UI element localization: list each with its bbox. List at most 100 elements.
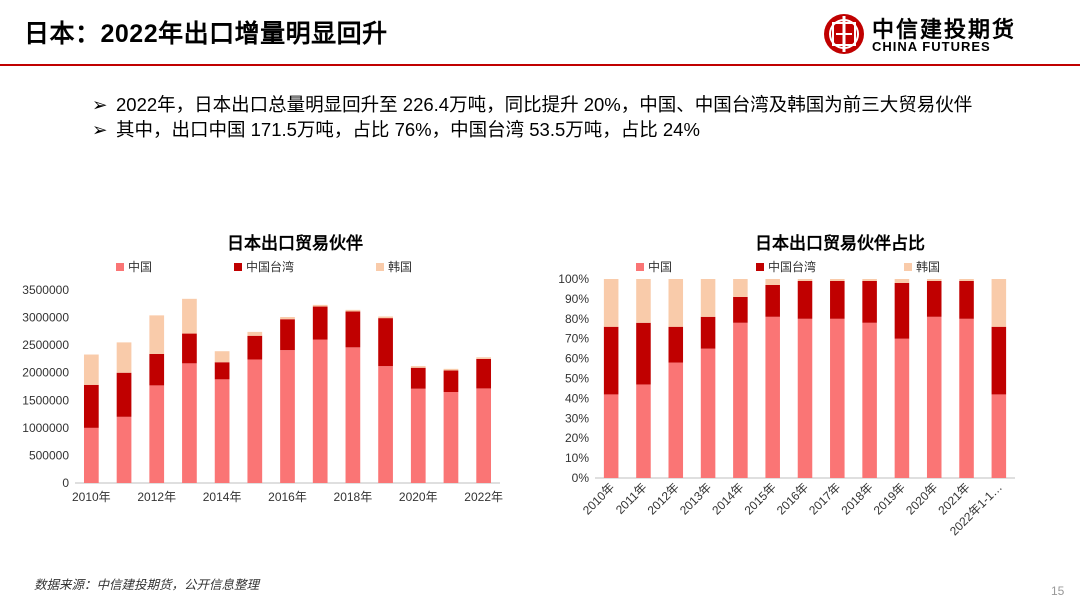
- y-tick-label: 70%: [565, 332, 589, 346]
- bar-segment: [765, 284, 780, 317]
- arrow-bullet-icon: ➢: [92, 119, 108, 140]
- y-tick-label: 3500000: [22, 283, 69, 297]
- bar-segment: [894, 279, 910, 283]
- logo-english-name: CHINA FUTURES: [872, 39, 991, 54]
- y-tick-label: 1500000: [22, 393, 69, 407]
- bar-segment: [603, 279, 619, 327]
- legend-swatch: [756, 263, 764, 271]
- bar-segment: [991, 394, 1007, 478]
- bar-segment: [636, 322, 651, 385]
- bar-segment: [247, 335, 263, 360]
- bar-segment: [603, 394, 619, 478]
- chart-title: 日本出口贸易伙伴占比: [755, 233, 925, 253]
- x-tick-label: 2020年: [399, 490, 438, 504]
- bar-segment: [345, 311, 361, 348]
- bullet-item: ➢ 其中，出口中国 171.5万吨，占比 76%，中国台湾 53.5万吨，占比 …: [92, 117, 992, 142]
- bar-segment: [700, 316, 716, 349]
- bar-segment: [280, 350, 295, 483]
- x-tick-label: 2010年: [580, 480, 617, 517]
- bar-segment: [797, 279, 813, 281]
- legend-swatch: [234, 263, 242, 271]
- bar-segment: [668, 279, 684, 327]
- bar-segment: [926, 316, 942, 478]
- legend-label: 中国: [648, 259, 672, 274]
- bullet-text: 其中，出口中国 171.5万吨，占比 76%，中国台湾 53.5万吨，占比 24…: [116, 119, 700, 140]
- y-tick-label: 500000: [29, 448, 69, 462]
- bar-segment: [410, 388, 426, 483]
- bar-segment: [214, 351, 230, 363]
- bullet-text: 2022年，日本出口总量明显回升至 226.4万吨，同比提升 20%，中国、中国…: [116, 94, 973, 115]
- y-tick-label: 2000000: [22, 366, 69, 380]
- bar-segment: [378, 318, 393, 367]
- bar-segment: [378, 366, 393, 483]
- x-tick-label: 2017年: [806, 480, 843, 517]
- bar-segment: [959, 318, 974, 478]
- bar-segment: [733, 296, 748, 323]
- bar-segment: [733, 279, 748, 297]
- legend-label: 中国: [128, 259, 152, 274]
- y-tick-label: 10%: [565, 451, 589, 465]
- x-tick-label: 2022年: [464, 490, 503, 504]
- x-tick-label: 2015年: [742, 480, 779, 517]
- bullet-item: ➢ 2022年，日本出口总量明显回升至 226.4万吨，同比提升 20%，中国、…: [92, 92, 992, 117]
- logo-chinese-name: 中信建投期货: [872, 17, 1017, 42]
- bar-segment: [345, 347, 361, 483]
- x-tick-label: 2011年: [613, 480, 650, 517]
- bar-segment: [894, 338, 910, 478]
- y-tick-label: 40%: [565, 391, 589, 405]
- bar-segment: [700, 348, 716, 478]
- x-tick-label: 2018年: [334, 490, 373, 504]
- legend-label: 中国台湾: [246, 259, 294, 274]
- bar-segment: [668, 326, 684, 363]
- bar-segment: [214, 379, 230, 483]
- legend-label: 中国台湾: [768, 259, 816, 274]
- bar-segment: [280, 319, 295, 351]
- bar-segment: [797, 318, 813, 478]
- y-tick-label: 2500000: [22, 338, 69, 352]
- bar-segment: [603, 326, 619, 395]
- y-tick-label: 0%: [572, 471, 590, 485]
- legend-label: 韩国: [916, 259, 940, 274]
- bar-segment: [182, 363, 197, 483]
- bar-segment: [149, 353, 165, 386]
- y-tick-label: 3000000: [22, 311, 69, 325]
- x-tick-label: 2014年: [709, 480, 746, 517]
- legend-swatch: [904, 263, 912, 271]
- bullet-list: ➢ 2022年，日本出口总量明显回升至 226.4万吨，同比提升 20%，中国、…: [92, 92, 992, 142]
- legend-swatch: [376, 263, 384, 271]
- bar-segment: [443, 368, 459, 371]
- company-logo: 中信建投期货 CHINA FUTURES: [822, 10, 1072, 60]
- page-title: 日本：2022年出口增量明显回升: [24, 20, 388, 48]
- bar-segment: [476, 357, 492, 359]
- bar-segment: [733, 322, 748, 478]
- bar-segment: [345, 309, 361, 312]
- bar-segment: [443, 392, 459, 483]
- bar-segment: [894, 282, 910, 339]
- bar-segment: [214, 362, 230, 380]
- x-tick-label: 2012年: [645, 480, 682, 517]
- bar-segment: [312, 304, 328, 307]
- bar-segment: [830, 318, 845, 478]
- bar-segment: [410, 367, 426, 389]
- x-tick-label: 2018年: [838, 480, 875, 517]
- y-tick-label: 80%: [565, 312, 589, 326]
- y-tick-label: 20%: [565, 431, 589, 445]
- legend-swatch: [116, 263, 124, 271]
- legend-label: 韩国: [388, 259, 412, 274]
- bar-segment: [378, 316, 393, 319]
- bar-segment: [312, 339, 328, 483]
- arrow-bullet-icon: ➢: [92, 94, 108, 115]
- citic-logo-icon: [824, 14, 864, 54]
- y-tick-label: 30%: [565, 411, 589, 425]
- bar-segment: [959, 280, 974, 319]
- legend-swatch: [636, 263, 644, 271]
- bar-segment: [926, 279, 942, 281]
- bar-segment: [765, 316, 780, 478]
- bar-segment: [247, 331, 263, 336]
- y-tick-label: 100%: [558, 272, 589, 286]
- bar-segment: [83, 427, 99, 483]
- bar-segment: [476, 358, 492, 389]
- x-tick-label: 2010年: [72, 490, 111, 504]
- x-tick-label: 2012年: [137, 490, 176, 504]
- bar-segment: [247, 359, 263, 483]
